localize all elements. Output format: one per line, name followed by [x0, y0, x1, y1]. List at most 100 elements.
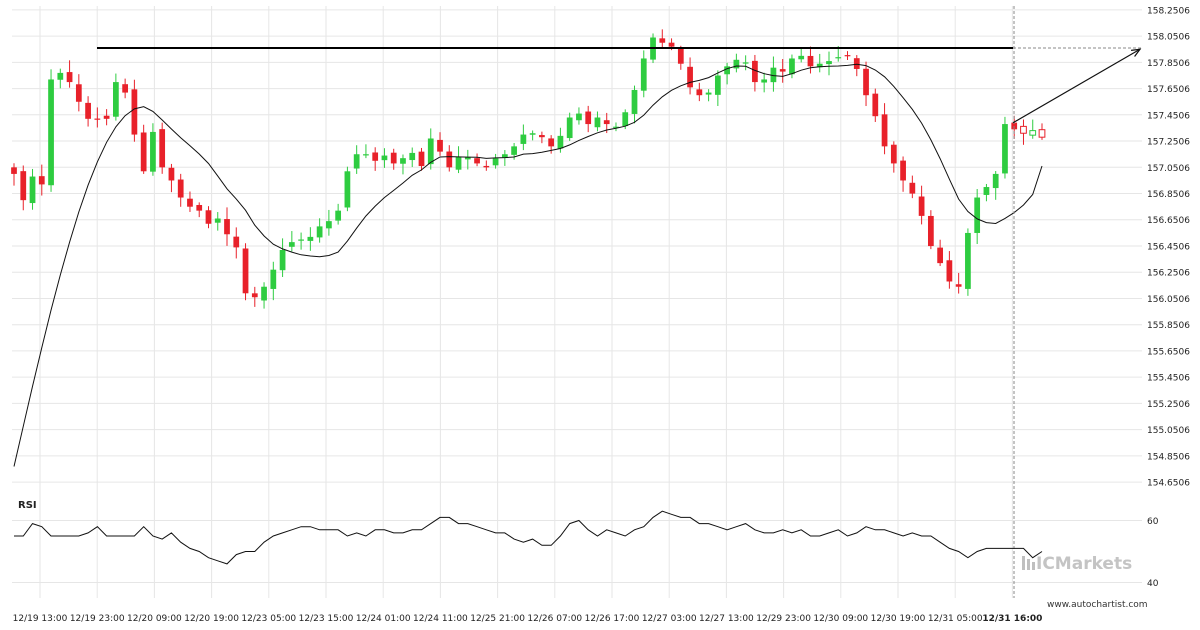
candle-body: [270, 269, 277, 289]
x-tick-label: 12/30 19:00: [871, 614, 926, 624]
y-tick-label: 158.0506: [1147, 33, 1190, 43]
candle: [1002, 116, 1008, 179]
candle-body: [140, 132, 147, 172]
candle: [585, 105, 592, 133]
y-tick-label: 157.0506: [1147, 164, 1190, 174]
x-tick-label: 12/19 23:00: [70, 614, 125, 624]
grid: [12, 6, 1142, 598]
candle: [103, 109, 110, 126]
candle: [131, 79, 138, 142]
candle: [631, 85, 638, 124]
candle-body: [881, 114, 888, 147]
candle: [714, 70, 721, 106]
candle-body: [474, 158, 480, 164]
candle: [761, 72, 768, 93]
candle: [455, 146, 462, 174]
candle-body: [677, 48, 684, 64]
candle: [214, 212, 221, 231]
candle-body: [687, 66, 693, 88]
rsi-tick-label: 60: [1147, 517, 1159, 527]
candle-body: [20, 171, 27, 201]
candle-body: [196, 205, 203, 211]
candle-body: [520, 134, 527, 144]
candle-body: [909, 182, 916, 194]
candle-body: [11, 167, 17, 174]
candle-body: [890, 144, 897, 164]
candle-body: [307, 236, 314, 241]
candle-body: [548, 138, 555, 147]
candle-body: [511, 146, 517, 155]
candle: [48, 69, 54, 192]
candle-body: [826, 61, 832, 65]
candle: [344, 166, 351, 212]
y-tick-label: 156.0506: [1147, 295, 1190, 305]
y-tick-label: 156.2506: [1147, 269, 1190, 279]
candle: [937, 239, 943, 267]
logo: ICMarkets: [1022, 554, 1132, 574]
x-tick-label: 12/19 13:00: [13, 614, 68, 624]
candle: [20, 165, 27, 211]
x-tick-label: 12/25 21:00: [470, 614, 525, 624]
candle: [140, 124, 147, 174]
candle: [816, 53, 823, 73]
candle-body: [863, 68, 869, 96]
x-tick-label: 12/24 11:00: [413, 614, 468, 624]
candle-body: [946, 260, 953, 282]
candle-body: [187, 198, 193, 207]
candle-body: [372, 152, 379, 161]
candle-body: [483, 165, 490, 168]
candle: [724, 62, 730, 85]
candle: [270, 261, 277, 301]
candle: [492, 153, 499, 169]
candle: [381, 148, 388, 168]
candle-body: [576, 113, 582, 121]
candle-body: [1038, 129, 1046, 138]
candle: [409, 147, 416, 168]
candle-body: [983, 187, 990, 195]
candle-body: [113, 82, 119, 117]
candle: [288, 231, 295, 252]
candle: [372, 147, 379, 171]
candle: [390, 148, 397, 170]
candle: [696, 82, 703, 102]
candle-body: [965, 232, 971, 289]
candle-body: [150, 131, 156, 172]
candle: [326, 209, 332, 236]
y-tick-label: 155.0506: [1147, 426, 1190, 436]
candle: [363, 144, 369, 159]
logo-bar-icon: [1032, 562, 1035, 570]
x-tick-label: 12/31 05:00: [928, 614, 983, 624]
candle: [1029, 119, 1037, 139]
candle-body: [159, 129, 166, 168]
candle: [474, 153, 480, 167]
candle: [520, 124, 527, 151]
candle-body: [437, 139, 443, 152]
candle-body: [955, 284, 962, 287]
candle: [187, 191, 193, 212]
website-label: www.autochartist.com: [1047, 600, 1148, 610]
candle: [1020, 119, 1027, 145]
candle-body: [844, 55, 851, 57]
candle: [335, 203, 342, 225]
candle: [594, 111, 601, 132]
candle: [844, 51, 851, 60]
x-tick-label: 12/23 15:00: [299, 614, 354, 624]
projection-arrow: [1012, 48, 1141, 124]
x-tick-label: 12/23 05:00: [241, 614, 296, 624]
candle-body: [251, 293, 258, 298]
candle: [798, 48, 805, 63]
candle: [789, 54, 795, 79]
candle-body: [66, 72, 73, 83]
x-tick-label: 12/20 09:00: [127, 614, 182, 624]
candle-body: [344, 171, 351, 208]
candle-body: [853, 58, 860, 69]
candle: [955, 272, 962, 294]
candle-body: [464, 156, 471, 160]
candle-body: [622, 112, 629, 127]
candle: [298, 232, 304, 250]
rsi-panel: [14, 510, 1043, 565]
candle-body: [205, 210, 212, 224]
candle-body: [326, 221, 332, 229]
candle: [279, 238, 286, 277]
